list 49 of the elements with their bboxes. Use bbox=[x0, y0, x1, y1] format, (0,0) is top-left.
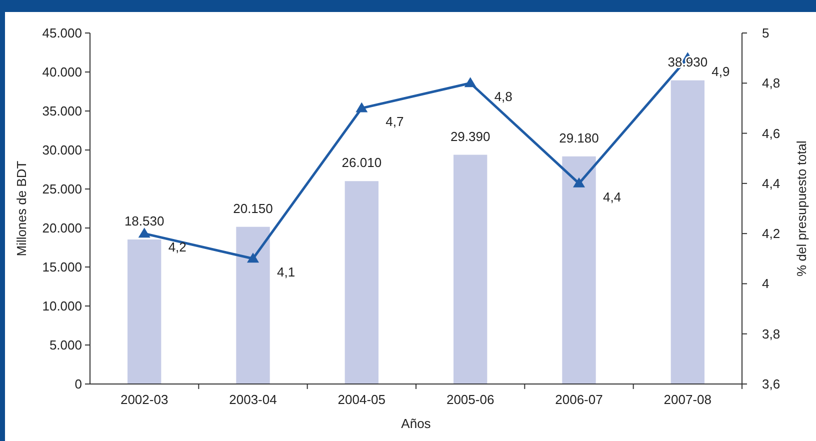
y2-tick-label: 3,8 bbox=[762, 326, 780, 342]
y-tick-label: 0 bbox=[74, 376, 82, 392]
point bbox=[573, 177, 585, 188]
data-label: 4,4 bbox=[603, 189, 622, 204]
y2-tick-label: 4,2 bbox=[762, 226, 780, 242]
data-label: 4,7 bbox=[386, 114, 404, 130]
x-axis-title: Años bbox=[401, 416, 432, 431]
y-axis-title: Millones de BDT bbox=[14, 160, 29, 256]
y2-tick-label: 3,6 bbox=[762, 376, 780, 392]
y-tick-label: 30.000 bbox=[42, 142, 82, 158]
x-tick-label: 2002-03 bbox=[120, 392, 168, 407]
y-tick-label: 40.000 bbox=[42, 64, 82, 80]
bar bbox=[453, 154, 488, 384]
y2-tick-label: 4,4 bbox=[762, 176, 780, 191]
data-label: 26.010 bbox=[342, 155, 382, 170]
y2-tick-label: 4 bbox=[762, 276, 770, 292]
y2-tick-label: 4,6 bbox=[762, 126, 780, 141]
data-label: 4,1 bbox=[277, 264, 296, 280]
x-tick-label: 2007-08 bbox=[664, 392, 712, 407]
bar bbox=[236, 226, 270, 384]
data-label: 20.150 bbox=[233, 200, 273, 216]
y2-tick-label: 5 bbox=[762, 26, 770, 40]
y-tick-label: 35.000 bbox=[42, 104, 82, 118]
y2-axis-title: % del presupuesto total bbox=[794, 140, 809, 276]
data-label: 18.530 bbox=[124, 213, 164, 228]
data-label: 4,8 bbox=[494, 89, 512, 104]
y-tick-label: 20.000 bbox=[42, 220, 82, 236]
y2-tick-label: 4,8 bbox=[762, 76, 780, 91]
bar bbox=[562, 156, 596, 384]
y-tick-label: 45.000 bbox=[42, 26, 82, 40]
y-tick-label: 15.000 bbox=[42, 260, 82, 274]
x-tick-label: 2003-04 bbox=[229, 392, 277, 407]
bar bbox=[670, 80, 705, 384]
point bbox=[356, 102, 368, 112]
y-tick-label: 10.000 bbox=[42, 298, 82, 314]
data-label: 29.390 bbox=[450, 128, 490, 144]
data-label: 4,2 bbox=[168, 240, 186, 255]
data-label: 29.180 bbox=[559, 130, 599, 146]
bar bbox=[344, 181, 379, 384]
point bbox=[464, 77, 476, 88]
y-tick-label: 25.000 bbox=[42, 182, 82, 196]
x-tick-label: 2005-06 bbox=[446, 392, 494, 407]
x-tick-label: 2006-07 bbox=[555, 392, 603, 407]
point bbox=[247, 252, 259, 263]
bar bbox=[127, 239, 162, 384]
x-tick-label: 2004-05 bbox=[338, 392, 386, 407]
point bbox=[138, 228, 150, 238]
data-label: 4,9 bbox=[712, 64, 730, 80]
y-tick-label: 5.000 bbox=[49, 338, 82, 352]
